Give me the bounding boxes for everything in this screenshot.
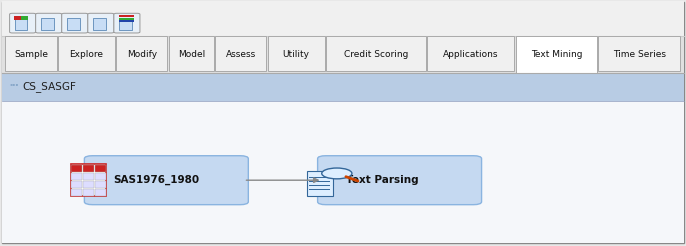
Text: Modify: Modify: [127, 50, 157, 59]
Bar: [83, 173, 94, 180]
FancyBboxPatch shape: [21, 16, 28, 20]
FancyBboxPatch shape: [169, 36, 214, 71]
Bar: [95, 173, 106, 180]
Text: °°°: °°°: [10, 84, 19, 90]
Bar: [83, 181, 94, 188]
Text: Text Parsing: Text Parsing: [346, 175, 419, 185]
FancyBboxPatch shape: [119, 20, 134, 22]
Text: Applications: Applications: [443, 50, 499, 59]
Text: Model: Model: [178, 50, 205, 59]
FancyBboxPatch shape: [2, 2, 684, 243]
FancyBboxPatch shape: [114, 13, 140, 33]
FancyBboxPatch shape: [516, 36, 597, 73]
Text: Text Mining: Text Mining: [531, 50, 582, 59]
FancyBboxPatch shape: [93, 18, 106, 30]
FancyBboxPatch shape: [119, 18, 132, 30]
FancyBboxPatch shape: [119, 15, 134, 17]
FancyBboxPatch shape: [598, 36, 680, 71]
Text: Time Series: Time Series: [613, 50, 665, 59]
FancyBboxPatch shape: [58, 36, 115, 71]
Text: Assess: Assess: [226, 50, 256, 59]
FancyBboxPatch shape: [215, 36, 266, 71]
FancyBboxPatch shape: [326, 36, 425, 71]
Bar: [83, 188, 94, 196]
FancyBboxPatch shape: [10, 13, 36, 33]
Text: Sample: Sample: [14, 50, 48, 59]
FancyBboxPatch shape: [268, 36, 324, 71]
Bar: [83, 165, 94, 172]
Bar: [2, 101, 684, 243]
Bar: [95, 188, 106, 196]
FancyBboxPatch shape: [5, 36, 56, 71]
Bar: [95, 165, 106, 172]
Bar: [2, 1, 684, 36]
FancyBboxPatch shape: [67, 18, 80, 30]
FancyBboxPatch shape: [427, 36, 514, 71]
FancyBboxPatch shape: [117, 36, 167, 71]
FancyBboxPatch shape: [62, 13, 88, 33]
Bar: [95, 181, 106, 188]
FancyBboxPatch shape: [71, 164, 106, 196]
FancyBboxPatch shape: [88, 13, 114, 33]
FancyBboxPatch shape: [41, 18, 54, 30]
Bar: [2, 36, 684, 73]
Bar: [71, 188, 82, 196]
Bar: [71, 165, 82, 172]
FancyBboxPatch shape: [14, 16, 21, 20]
Text: SAS1976_1980: SAS1976_1980: [113, 175, 200, 185]
Bar: [71, 173, 82, 180]
Bar: [2, 73, 684, 101]
FancyBboxPatch shape: [318, 156, 482, 205]
Text: Credit Scoring: Credit Scoring: [344, 50, 408, 59]
FancyBboxPatch shape: [307, 171, 333, 196]
Bar: [71, 181, 82, 188]
Text: Explore: Explore: [69, 50, 104, 59]
Circle shape: [322, 168, 352, 179]
FancyBboxPatch shape: [15, 18, 27, 30]
Text: CS_SASGF: CS_SASGF: [22, 81, 76, 92]
Text: Utility: Utility: [283, 50, 309, 59]
FancyBboxPatch shape: [36, 13, 62, 33]
FancyBboxPatch shape: [84, 156, 248, 205]
FancyBboxPatch shape: [119, 18, 134, 20]
